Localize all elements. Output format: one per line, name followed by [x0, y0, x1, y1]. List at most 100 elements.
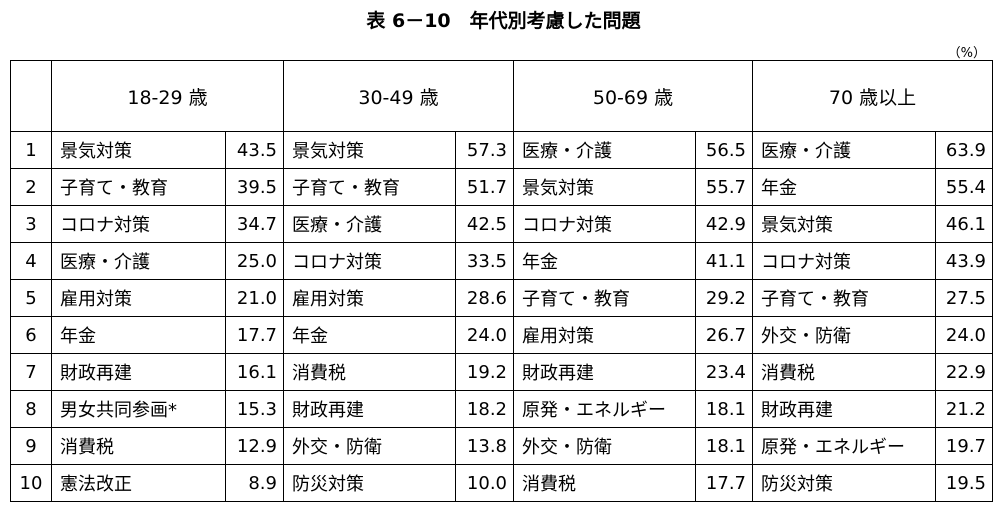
issue-cell: 年金 — [752, 168, 936, 206]
percent-cell: 16.1 — [225, 353, 284, 391]
percent-cell: 41.1 — [695, 242, 753, 280]
percent-cell: 21.2 — [935, 390, 993, 428]
percent-cell: 28.6 — [455, 279, 514, 317]
percent-cell: 55.4 — [935, 168, 993, 206]
issue-cell: 消費税 — [513, 464, 696, 502]
issue-cell: 年金 — [51, 316, 226, 354]
percent-cell: 26.7 — [695, 316, 753, 354]
rank-cell: 4 — [10, 242, 52, 280]
issue-cell: 医療・介護 — [283, 205, 456, 243]
issue-cell: 雇用対策 — [513, 316, 696, 354]
percent-cell: 18.1 — [695, 427, 753, 465]
issue-cell: 原発・エネルギー — [513, 390, 696, 428]
percent-cell: 63.9 — [935, 131, 993, 169]
rank-cell: 8 — [10, 390, 52, 428]
issue-cell: 雇用対策 — [283, 279, 456, 317]
percent-cell: 8.9 — [225, 464, 284, 502]
percent-cell: 27.5 — [935, 279, 993, 317]
column-header: 50-69 歳 — [513, 60, 753, 132]
percent-cell: 24.0 — [455, 316, 514, 354]
table-row: 8 男女共同参画* 15.3 財政再建 18.2 原発・エネルギー 18.1 財政再建 21.2 — [10, 390, 993, 428]
issue-cell: 防災対策 — [283, 464, 456, 502]
percent-cell: 15.3 — [225, 390, 284, 428]
table-row: 4 医療・介護 25.0 コロナ対策 33.5 年金 41.1 コロナ対策 43.9 — [10, 242, 993, 280]
issue-cell: 財政再建 — [51, 353, 226, 391]
percent-cell: 10.0 — [455, 464, 514, 502]
issue-cell: コロナ対策 — [513, 205, 696, 243]
issue-cell: 財政再建 — [283, 390, 456, 428]
percent-cell: 19.5 — [935, 464, 993, 502]
issue-cell: 景気対策 — [283, 131, 456, 169]
percent-cell: 56.5 — [695, 131, 753, 169]
percent-cell: 18.2 — [455, 390, 514, 428]
percent-cell: 33.5 — [455, 242, 514, 280]
issue-cell: 景気対策 — [51, 131, 226, 169]
column-header: 30-49 歳 — [283, 60, 514, 132]
table-row: 7 財政再建 16.1 消費税 19.2 財政再建 23.4 消費税 22.9 — [10, 353, 993, 391]
rank-cell: 5 — [10, 279, 52, 317]
issue-cell: 外交・防衛 — [513, 427, 696, 465]
issue-cell: 景気対策 — [752, 205, 936, 243]
percent-cell: 34.7 — [225, 205, 284, 243]
rank-cell: 2 — [10, 168, 52, 206]
issue-cell: 外交・防衛 — [283, 427, 456, 465]
table-row: 9 消費税 12.9 外交・防衛 13.8 外交・防衛 18.1 原発・エネルギー 19.7 — [10, 427, 993, 465]
percent-cell: 13.8 — [455, 427, 514, 465]
percent-cell: 43.9 — [935, 242, 993, 280]
issue-cell: 男女共同参画* — [51, 390, 226, 428]
table-title: 表 6－10 年代別考慮した問題 — [366, 10, 641, 32]
issue-cell: 子育て・教育 — [51, 168, 226, 206]
percent-cell: 55.7 — [695, 168, 753, 206]
issue-cell: 原発・エネルギー — [752, 427, 936, 465]
percent-cell: 23.4 — [695, 353, 753, 391]
table-row: 5 雇用対策 21.0 雇用対策 28.6 子育て・教育 29.2 子育て・教育 27.5 — [10, 279, 993, 317]
percent-cell: 19.7 — [935, 427, 993, 465]
percent-cell: 17.7 — [695, 464, 753, 502]
issue-cell: 消費税 — [51, 427, 226, 465]
header-row: 18-29 歳 30-49 歳 50-69 歳 70 歳以上 — [10, 60, 993, 132]
percent-cell: 29.2 — [695, 279, 753, 317]
table-row: 3 コロナ対策 34.7 医療・介護 42.5 コロナ対策 42.9 景気対策 46.1 — [10, 205, 993, 243]
percent-cell: 42.5 — [455, 205, 514, 243]
issue-cell: 財政再建 — [513, 353, 696, 391]
unit-label: （%） — [947, 46, 986, 61]
percent-cell: 57.3 — [455, 131, 514, 169]
percent-cell: 17.7 — [225, 316, 284, 354]
issue-cell: 年金 — [513, 242, 696, 280]
percent-cell: 22.9 — [935, 353, 993, 391]
issue-cell: 子育て・教育 — [752, 279, 936, 317]
issue-cell: 防災対策 — [752, 464, 936, 502]
issue-cell: コロナ対策 — [752, 242, 936, 280]
corner-cell — [10, 60, 52, 132]
table-row: 2 子育て・教育 39.5 子育て・教育 51.7 景気対策 55.7 年金 55.4 — [10, 168, 993, 206]
column-header: 70 歳以上 — [752, 60, 993, 132]
issue-cell: 年金 — [283, 316, 456, 354]
rank-cell: 10 — [10, 464, 52, 502]
column-header: 18-29 歳 — [51, 60, 284, 132]
table-row: 6 年金 17.7 年金 24.0 雇用対策 26.7 外交・防衛 24.0 — [10, 316, 993, 354]
percent-cell: 18.1 — [695, 390, 753, 428]
percent-cell: 21.0 — [225, 279, 284, 317]
rank-cell: 3 — [10, 205, 52, 243]
issue-cell: 消費税 — [283, 353, 456, 391]
issue-cell: 財政再建 — [752, 390, 936, 428]
rank-cell: 6 — [10, 316, 52, 354]
issue-cell: 景気対策 — [513, 168, 696, 206]
percent-cell: 46.1 — [935, 205, 993, 243]
rank-cell: 9 — [10, 427, 52, 465]
issue-cell: 子育て・教育 — [513, 279, 696, 317]
table-row: 10 憲法改正 8.9 防災対策 10.0 消費税 17.7 防災対策 19.5 — [10, 464, 993, 502]
issue-cell: 子育て・教育 — [283, 168, 456, 206]
percent-cell: 19.2 — [455, 353, 514, 391]
percent-cell: 25.0 — [225, 242, 284, 280]
issue-cell: 消費税 — [752, 353, 936, 391]
issue-cell: 医療・介護 — [752, 131, 936, 169]
issue-cell: 医療・介護 — [51, 242, 226, 280]
issue-cell: コロナ対策 — [283, 242, 456, 280]
percent-cell: 51.7 — [455, 168, 514, 206]
percent-cell: 42.9 — [695, 205, 753, 243]
percent-cell: 39.5 — [225, 168, 284, 206]
percent-cell: 12.9 — [225, 427, 284, 465]
rank-cell: 7 — [10, 353, 52, 391]
issue-cell: 雇用対策 — [51, 279, 226, 317]
